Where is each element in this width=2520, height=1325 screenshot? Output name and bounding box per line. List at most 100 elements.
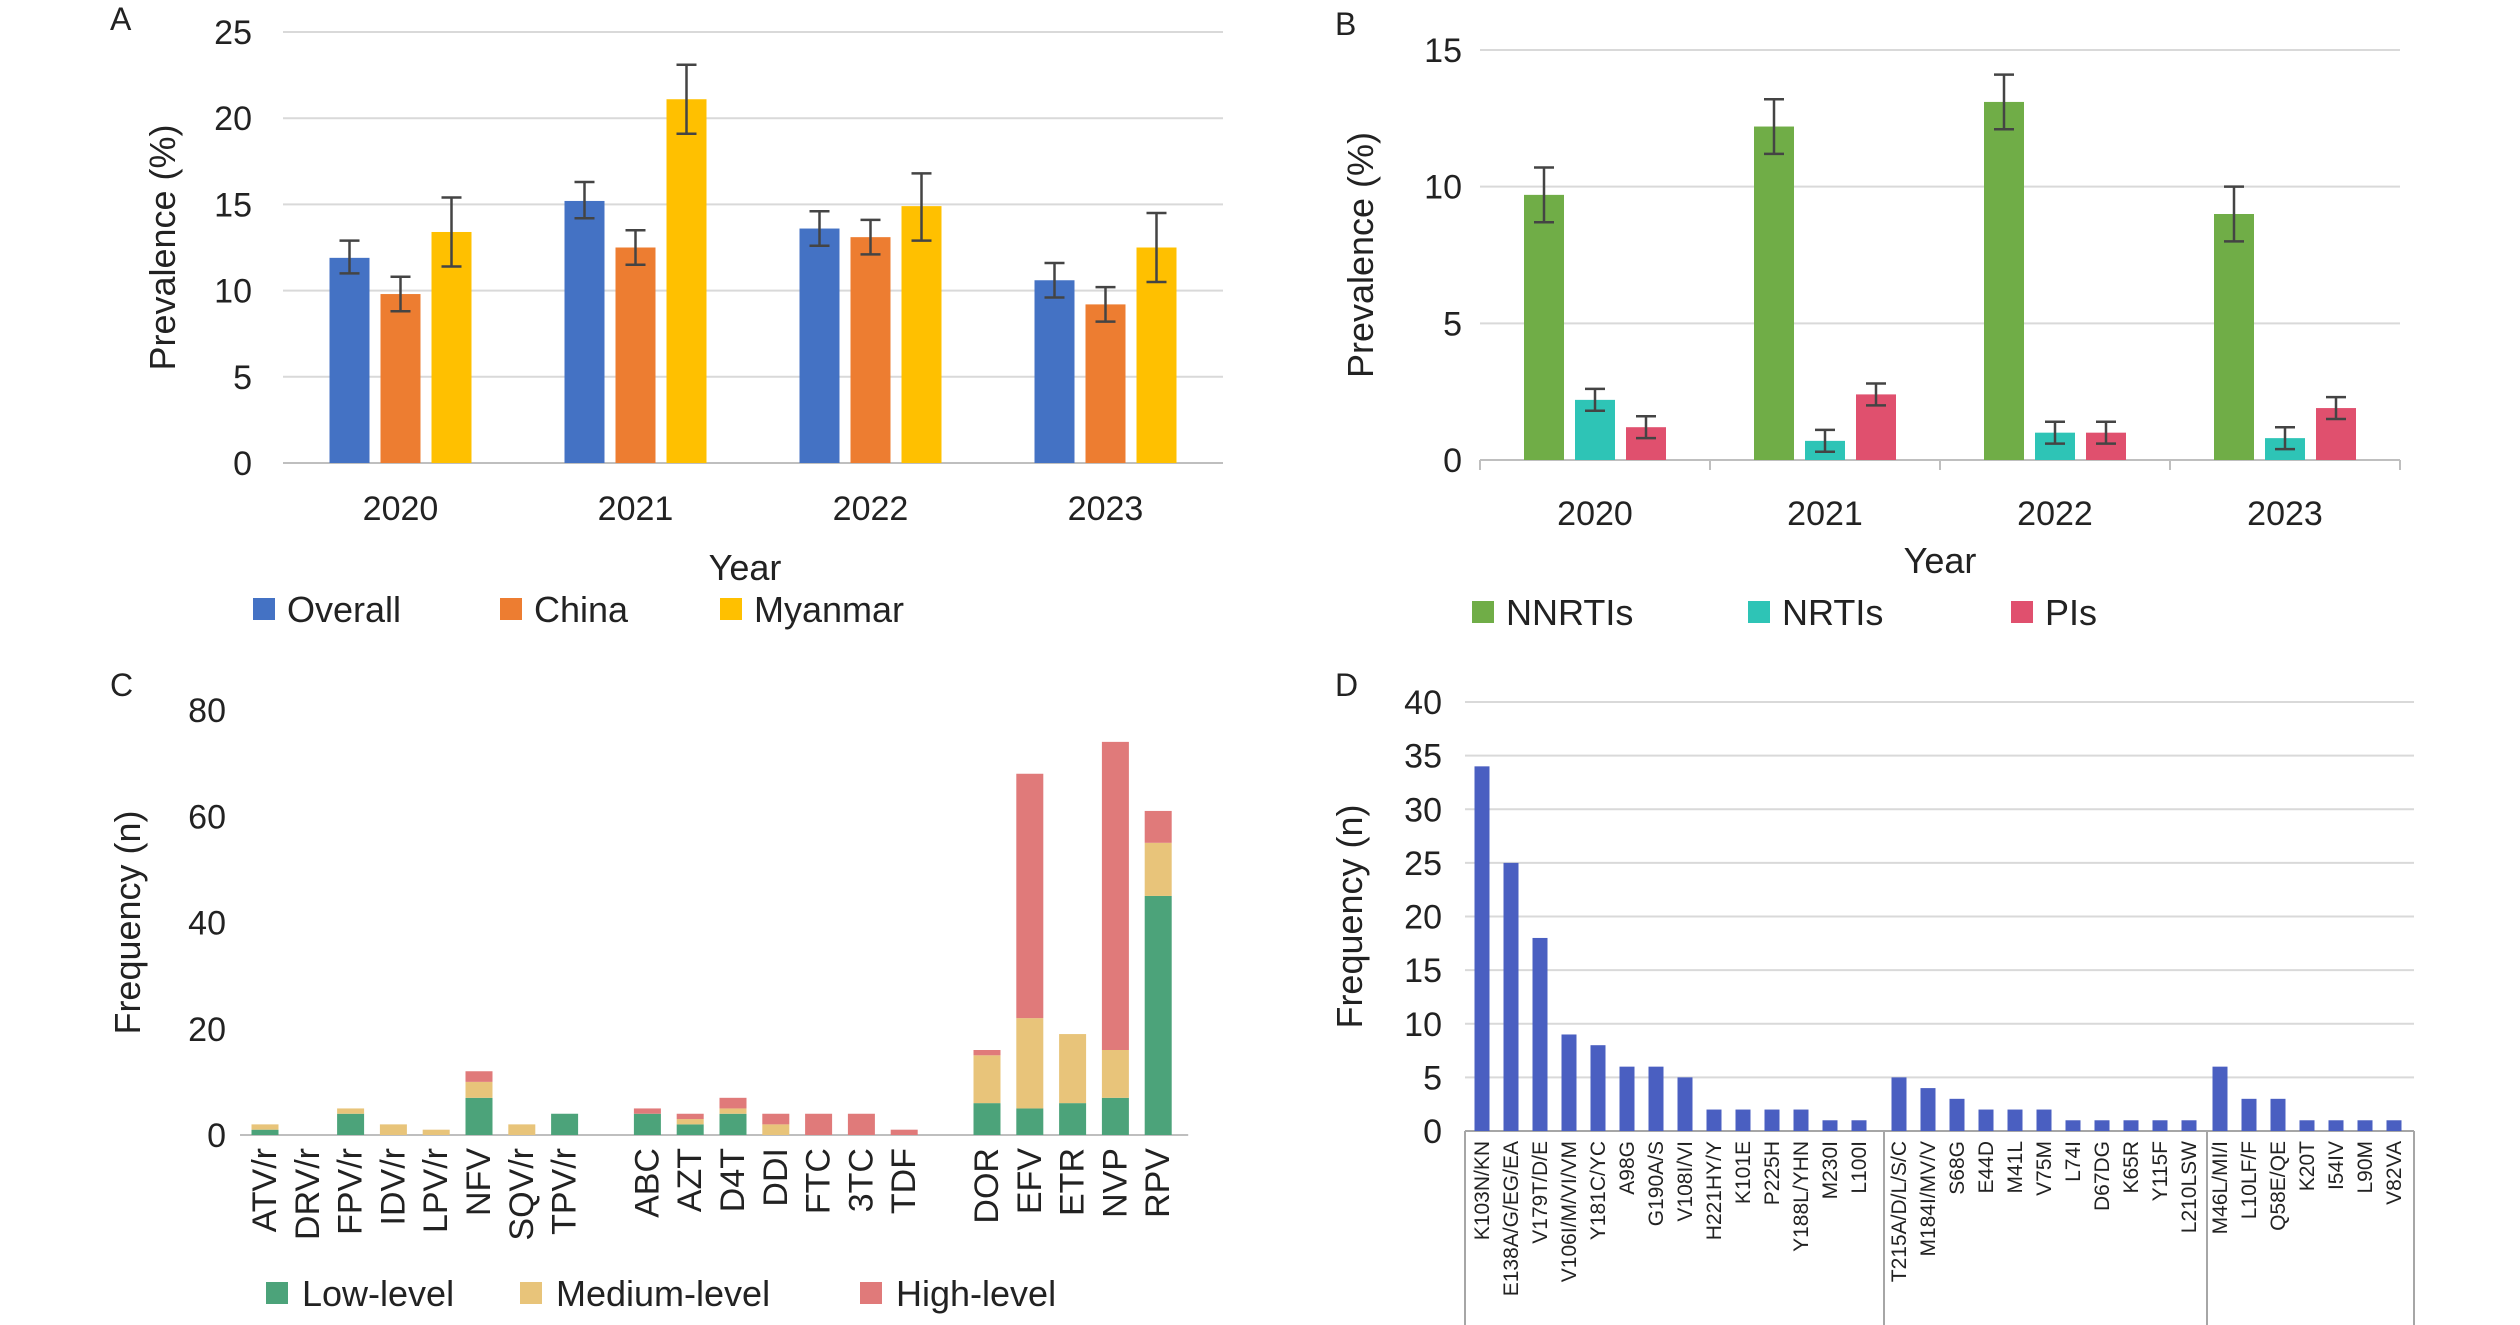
y-tick-label: 0 <box>1443 442 1462 480</box>
bar-segment-medium-level-LPV/r <box>422 1129 450 1135</box>
legend-label-high-level: High-level <box>896 1273 1056 1314</box>
x-tick-label: EFV <box>1011 1148 1049 1214</box>
x-tick-label: V108I/VI <box>1674 1141 1697 1222</box>
x-tick-label: IDV/r <box>374 1148 412 1225</box>
panel-letter-d: D <box>1335 667 1358 703</box>
bar-segment-high-level-FTC <box>805 1113 833 1135</box>
bar-S68G <box>1949 1098 1965 1131</box>
legend-label-pis: PIs <box>2045 592 2097 633</box>
bar-V75M <box>2036 1109 2052 1131</box>
panel-letter-a: A <box>110 1 132 37</box>
bar-segment-high-level-DOR <box>973 1050 1001 1056</box>
bar-H221HY/Y <box>1706 1109 1722 1131</box>
x-tick-label: T215A/D/L/S/C <box>1888 1141 1911 1282</box>
y-tick-label: 20 <box>188 1011 226 1049</box>
x-tick-label: I54IV <box>2325 1141 2348 1190</box>
x-tick-label: Y181C/YC <box>1587 1141 1610 1240</box>
panel-b: B 0 5 10 15 2020 2021 2022 2023 Prevalence (%) Ye… <box>1335 6 2401 633</box>
bar-segment-high-level-D4T <box>719 1097 747 1109</box>
x-tick-label: L10LF/F <box>2238 1141 2261 1219</box>
x-tick-label: A98G <box>1616 1141 1639 1195</box>
y-tick-label: 20 <box>1404 899 1442 937</box>
bar-V179T/D/E <box>1532 937 1548 1131</box>
bar-P225H <box>1764 1109 1780 1131</box>
bar-segment-high-level-ABC <box>633 1108 661 1114</box>
bar-myanmar-2023 <box>1136 247 1177 463</box>
y-tick-label: 80 <box>188 692 226 730</box>
legend-swatch-nrtis <box>1748 601 1770 623</box>
x-tick-label: E44D <box>1975 1141 1998 1194</box>
bar-myanmar-2021 <box>666 99 707 464</box>
bar-segment-medium-level-DDI <box>762 1124 790 1135</box>
bar-segment-medium-level-DOR <box>973 1055 1001 1104</box>
bar-M230I <box>1822 1120 1838 1131</box>
x-tick-label: S68G <box>1946 1141 1969 1195</box>
x-tick-label: Q58E/QE <box>2267 1141 2290 1231</box>
bar-segment-high-level-EFV <box>1016 773 1044 1019</box>
x-tick-label: M46L/MI/I <box>2209 1141 2232 1234</box>
bar-M41L <box>2007 1109 2023 1131</box>
y-tick-label: 40 <box>1404 684 1442 722</box>
bar-segment-medium-level-EFV <box>1016 1018 1044 1109</box>
y-tick-label: 15 <box>1404 952 1442 990</box>
x-tick-label: E138A/G/EG/EA <box>1500 1141 1523 1296</box>
bar-nnrtis-2023 <box>2214 214 2254 460</box>
bar-segment-low-level-ABC <box>633 1113 661 1135</box>
x-tick-label: FTC <box>800 1148 838 1214</box>
legend-swatch-china <box>500 598 522 620</box>
bar-K20T <box>2299 1120 2315 1131</box>
panel-a: A 0 5 10 15 20 25 2020 2021 2022 2023 Prevalence (… <box>110 1 1223 630</box>
y-tick-label: 0 <box>207 1117 226 1155</box>
bar-E138A/G/EG/EA <box>1503 862 1519 1131</box>
bar-segment-high-level-RPV <box>1144 810 1172 843</box>
bar-segment-low-level-EFV <box>1016 1108 1044 1135</box>
panel-letter-b: B <box>1335 6 1356 42</box>
x-axis-title: Year <box>709 547 782 588</box>
y-tick-label: 20 <box>214 100 252 138</box>
bar-segment-medium-level-IDV/r <box>379 1124 407 1135</box>
x-tick-label: D67DG <box>2091 1141 2114 1211</box>
x-tick-label: TDF <box>885 1148 923 1214</box>
y-tick-label: 5 <box>1443 305 1462 343</box>
bar-segment-low-level-ETR <box>1059 1103 1087 1135</box>
bar-segment-high-level-DDI <box>762 1113 790 1125</box>
bar-K65R <box>2123 1120 2139 1131</box>
x-tick-label: 3TC <box>842 1148 880 1212</box>
y-axis-title: Frequency (n) <box>107 810 148 1034</box>
bar-china-2021 <box>615 247 656 463</box>
x-tick-label: DOR <box>968 1148 1006 1224</box>
bar-L74I <box>2065 1120 2081 1131</box>
bar-L100I <box>1851 1120 1867 1131</box>
bar-K101E <box>1735 1109 1751 1131</box>
bar-M46L/MI/I <box>2212 1066 2228 1131</box>
bar-segment-low-level-RPV <box>1144 895 1172 1135</box>
bar-segment-low-level-TPV/r <box>551 1113 579 1135</box>
bar-china-2023 <box>1085 304 1126 463</box>
bar-segment-low-level-D4T <box>719 1113 747 1135</box>
y-axis-title: Prevalence (%) <box>1340 132 1381 378</box>
x-tick-label: LPV/r <box>417 1148 455 1233</box>
bar-overall-2020 <box>329 257 370 463</box>
legend-swatch-low-level <box>266 1282 288 1304</box>
x-tick-label: 2023 <box>1068 490 1144 528</box>
y-tick-label: 5 <box>1423 1059 1442 1097</box>
bar-segment-medium-level-D4T <box>719 1108 747 1114</box>
bar-V106I/M/VI/VM <box>1561 1034 1577 1131</box>
bar-nnrtis-2022 <box>1984 101 2024 460</box>
y-tick-label: 25 <box>1404 845 1442 883</box>
bar-segment-medium-level-RPV <box>1144 842 1172 896</box>
x-tick-label: DRV/r <box>289 1148 327 1240</box>
bar-L210LSW <box>2181 1120 2197 1131</box>
x-tick-label: M184I/MV/V <box>1917 1141 1940 1257</box>
x-tick-label: M41L <box>2004 1141 2027 1194</box>
bar-segment-high-level-AZT <box>676 1113 704 1120</box>
x-axis-title: Year <box>1904 540 1977 581</box>
x-tick-label: L100I <box>1848 1141 1871 1194</box>
bar-Q58E/QE <box>2270 1098 2286 1131</box>
legend-label-nnrtis: NNRTIs <box>1506 592 1633 633</box>
bar-Y115F <box>2152 1120 2168 1131</box>
x-tick-label: M230I <box>1819 1141 1842 1199</box>
bar-V82VA <box>2386 1120 2402 1131</box>
legend-label-myanmar: Myanmar <box>754 589 904 630</box>
